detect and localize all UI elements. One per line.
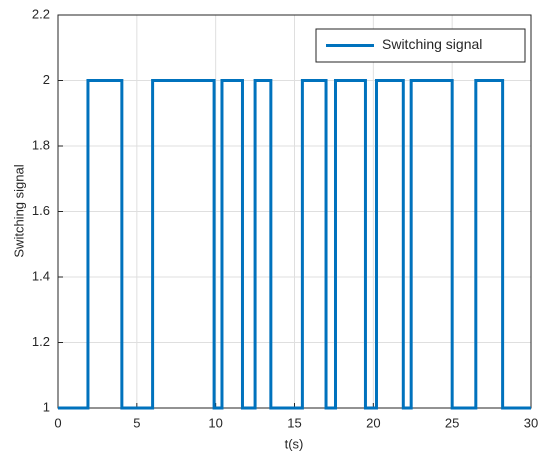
x-tick-label: 20 bbox=[366, 415, 380, 430]
y-axis-label: Switching signal bbox=[11, 164, 26, 257]
x-axis-label: t(s) bbox=[285, 436, 304, 451]
x-tick-label: 10 bbox=[208, 415, 222, 430]
y-tick-label: 1.4 bbox=[32, 268, 50, 283]
x-tick-label: 5 bbox=[133, 415, 140, 430]
y-tick-label: 1.8 bbox=[32, 137, 50, 152]
y-tick-label: 2.2 bbox=[32, 6, 50, 21]
y-tick-label: 1.2 bbox=[32, 334, 50, 349]
y-tick-label: 1.6 bbox=[32, 203, 50, 218]
series-line bbox=[58, 79, 531, 410]
y-tick-label: 1 bbox=[43, 399, 50, 414]
x-tick-label: 15 bbox=[287, 415, 301, 430]
legend-label: Switching signal bbox=[382, 36, 482, 52]
y-tick-label: 2 bbox=[43, 72, 50, 87]
x-tick-label: 30 bbox=[524, 415, 538, 430]
x-tick-label: 25 bbox=[445, 415, 459, 430]
x-tick-label: 0 bbox=[54, 415, 61, 430]
grid bbox=[57, 14, 532, 409]
